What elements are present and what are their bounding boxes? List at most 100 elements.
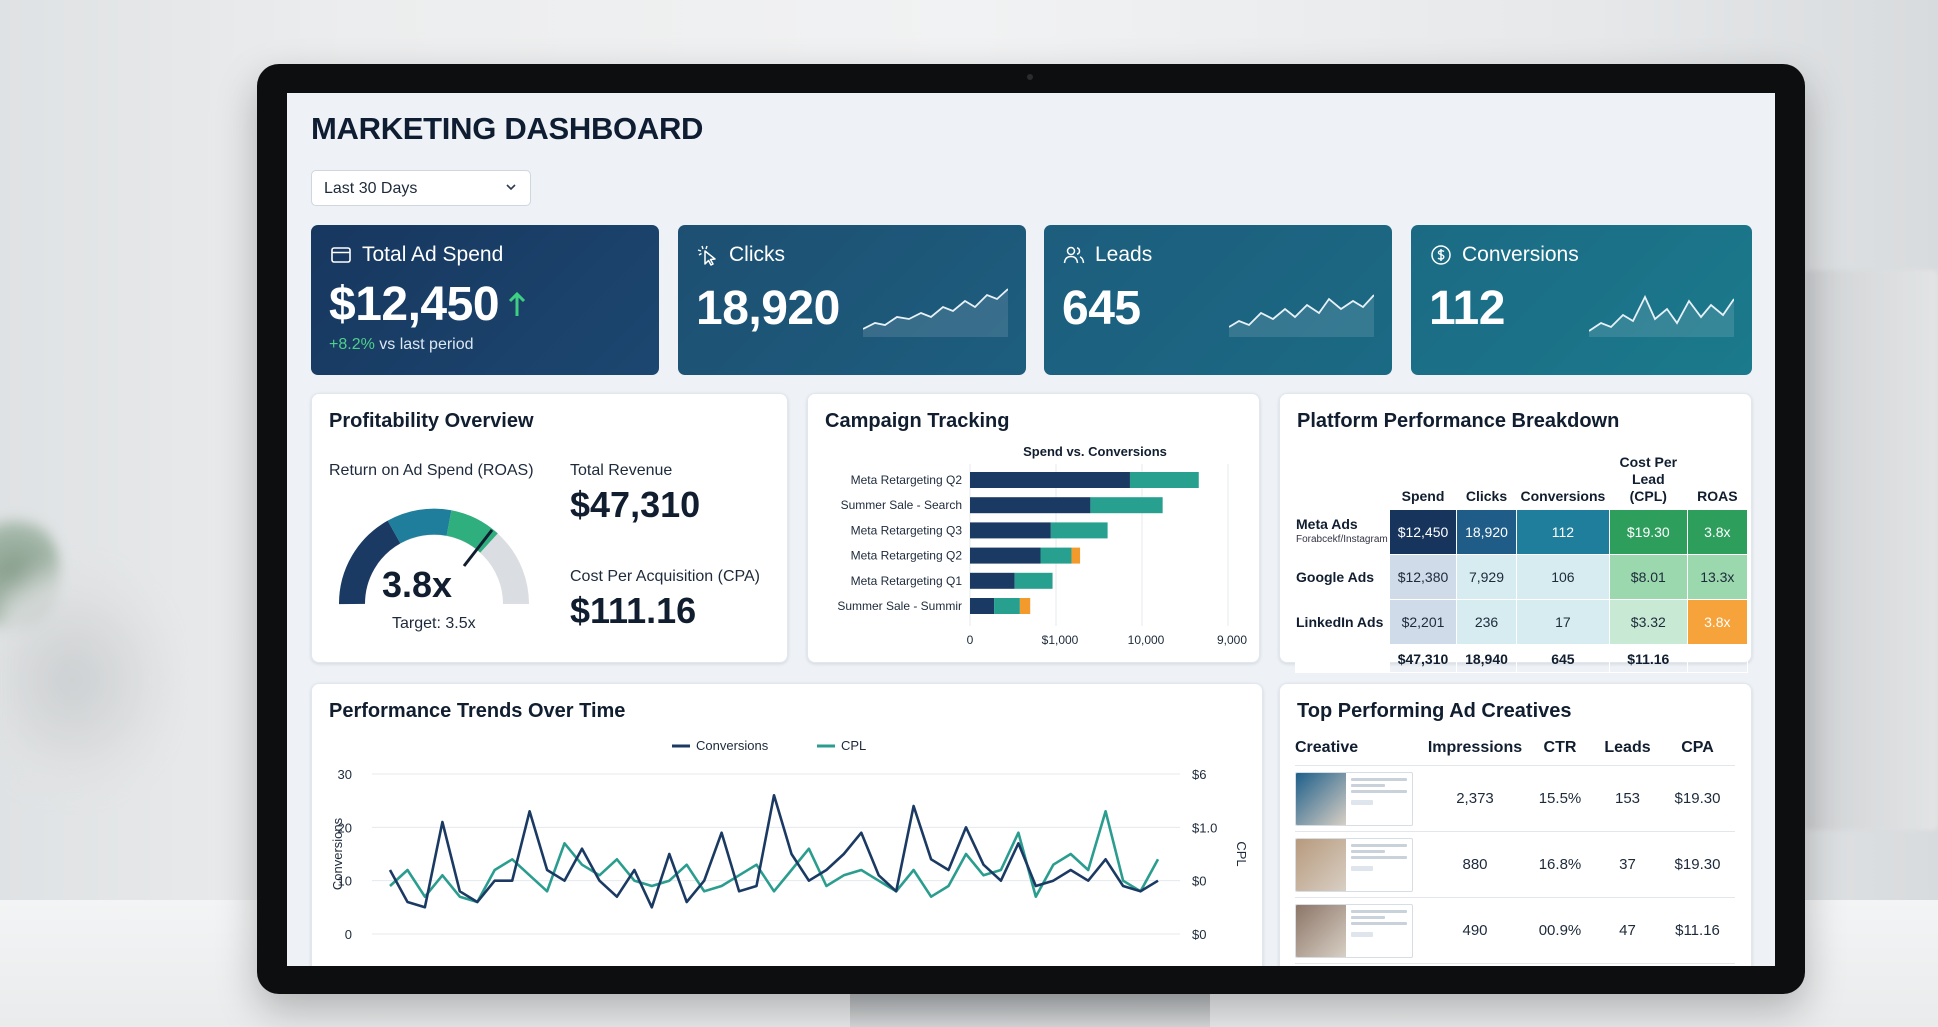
platform-cell-conversions: 17 — [1516, 599, 1610, 645]
bar-segment-spend[interactable] — [970, 497, 1091, 514]
creative-image — [1296, 904, 1346, 957]
platform-cell-conversions: 106 — [1516, 554, 1610, 600]
creative-image — [1296, 838, 1346, 891]
x-tick-label: 0 — [967, 633, 974, 647]
platform-cell-spend: $12,450 — [1389, 509, 1457, 555]
platform-cell-spend: $2,201 — [1389, 599, 1457, 645]
bar-segment-other[interactable] — [1019, 598, 1031, 614]
profitability-card: Profitability Overview Return on Ad Spen… — [311, 393, 788, 663]
column-header-roas: ROAS — [1697, 488, 1738, 504]
total-cell-cpl: $11.16 — [1608, 644, 1688, 673]
kpi-label: Leads — [1095, 243, 1153, 266]
kpi-value: 645 — [1062, 282, 1141, 335]
bar-segment-spend[interactable] — [970, 598, 995, 614]
kpi-change-suffix: vs last period — [379, 336, 474, 353]
bar-segment-conversions[interactable] — [1129, 472, 1199, 488]
date-range-dropdown[interactable]: Last 30 Days — [311, 170, 531, 206]
campaign-tracking-card: Campaign Tracking Spend vs. Conversions 0… — [807, 393, 1260, 663]
creative-row[interactable]: 880 16.8% 37 $19.30 — [1295, 831, 1735, 898]
performance-trends-card: Performance Trends Over Time Conversions… — [311, 683, 1263, 966]
campaign-bar-chart: Spend vs. Conversions 0 $1,000 10,000 9,000 M… — [837, 444, 1247, 647]
platform-cell-cpl: $8.01 — [1608, 554, 1688, 600]
performance-trends-line-chart: Conversions CPL 0 $0 10 $0 20 $1.0 30 $6 Conversio… — [330, 738, 1249, 942]
sparkline — [1589, 294, 1734, 337]
y-tick-label-right: $0 — [1192, 927, 1206, 942]
platform-cell-roas: 3.8x — [1686, 509, 1748, 555]
column-header-conversions: Conversions — [1520, 488, 1606, 504]
kpi-card-conversions[interactable]: Conversions 112 — [1411, 225, 1752, 375]
kpi-card-total-ad-spend[interactable]: Total Ad Spend $12,450 +8.2% vs last per… — [311, 225, 659, 375]
column-header-leads: Leads — [1595, 739, 1660, 766]
creative-cell-impressions: 490 — [1425, 897, 1525, 964]
platform-name-label: LinkedIn Ads — [1296, 613, 1384, 630]
column-header-creative: Creative — [1295, 739, 1425, 766]
bar-segment-conversions[interactable] — [1090, 497, 1163, 514]
bar-segment-spend[interactable] — [970, 522, 1051, 539]
creative-thumbnail[interactable] — [1295, 903, 1413, 958]
chart-subtitle: Spend vs. Conversions — [1023, 444, 1167, 459]
platform-name-label: Google Ads — [1296, 568, 1375, 585]
category-label: Meta Retargeting Q2 — [851, 473, 963, 487]
sparkline — [1229, 294, 1374, 337]
creative-thumbnail[interactable] — [1295, 771, 1413, 826]
bar-segment-conversions[interactable] — [1014, 572, 1053, 589]
card-title: Performance Trends Over Time — [329, 700, 626, 722]
platform-cell-cpl: $3.32 — [1608, 599, 1688, 645]
platform-row[interactable]: Meta Ads Forabcekf/Instagram $12,450 18,920… — [1295, 509, 1748, 555]
dollar-circle-icon — [1431, 245, 1451, 265]
creative-row[interactable]: 2,373 15.5% 153 $19.30 — [1295, 765, 1735, 832]
cpl-header-line1: Cost Per — [1619, 454, 1678, 470]
total-cell-conversions: 645 — [1516, 644, 1610, 673]
kpi-card-clicks[interactable]: Clicks 18,920 — [678, 225, 1026, 375]
y-tick-label-left: 20 — [338, 820, 352, 835]
bar-segment-spend[interactable] — [970, 472, 1130, 488]
category-label: Meta Retargeting Q1 — [851, 574, 963, 588]
bar-segment-spend[interactable] — [970, 547, 1041, 564]
x-tick-label: $1,000 — [1042, 633, 1079, 647]
platform-cell-cpl: $19.30 — [1608, 509, 1688, 555]
total-cell-clicks: 18,940 — [1456, 644, 1517, 673]
bar-segment-conversions[interactable] — [1040, 547, 1072, 564]
creative-cell — [1295, 897, 1425, 964]
creative-cell-leads: 153 — [1595, 765, 1660, 832]
y-tick-label-left: 30 — [338, 767, 352, 782]
bar-segment-conversions[interactable] — [1050, 522, 1108, 539]
y-tick-label-left: 0 — [345, 927, 352, 942]
card-title: Platform Performance Breakdown — [1297, 410, 1620, 432]
column-header-cpl: Cost Per Lead (CPL) — [1609, 454, 1687, 510]
category-label: Meta Retargeting Q2 — [851, 549, 963, 563]
x-tick-label: 10,000 — [1128, 633, 1165, 647]
y-tick-label-right: $6 — [1192, 767, 1206, 782]
date-range-value: Last 30 Days — [324, 180, 418, 197]
category-label: Summer Sale - Summir — [837, 599, 962, 613]
cursor-click-icon — [697, 245, 716, 266]
bar-segment-other[interactable] — [1071, 547, 1081, 564]
creative-text-preview — [1346, 773, 1412, 825]
platform-row[interactable]: LinkedIn Ads $2,201 236 17 $3.32 3.8x — [1295, 599, 1748, 645]
total-cell-spend: $47,310 — [1389, 644, 1457, 673]
series-line-cpl[interactable] — [389, 810, 1160, 904]
background-chair — [0, 560, 180, 800]
creative-text-preview — [1346, 905, 1412, 957]
series-line-conversions[interactable] — [388, 794, 1159, 909]
platform-name-label: Meta Ads — [1296, 516, 1358, 532]
creative-cell — [1295, 831, 1425, 898]
bar-segment-spend[interactable] — [970, 572, 1015, 589]
cpa-value: $111.16 — [570, 590, 697, 631]
category-label: Meta Retargeting Q3 — [851, 523, 963, 537]
bar-segment-conversions[interactable] — [994, 598, 1020, 614]
revenue-label: Total Revenue — [570, 462, 673, 479]
creative-cell-cpa: $19.30 — [1660, 765, 1735, 832]
roas-value: 3.8x — [382, 564, 453, 605]
creative-row[interactable]: 490 00.9% 47 $11.16 — [1295, 897, 1735, 964]
card-title: Top Performing Ad Creatives — [1297, 700, 1572, 722]
y-tick-label-right: $0 — [1192, 874, 1206, 889]
creative-cell-ctr: 00.9% — [1525, 897, 1595, 964]
kpi-change: +8.2% — [329, 336, 375, 353]
kpi-card-leads[interactable]: Leads 645 — [1044, 225, 1392, 375]
creative-cell-leads: 37 — [1595, 831, 1660, 898]
creative-thumbnail[interactable] — [1295, 837, 1413, 892]
platform-row[interactable]: Google Ads $12,380 7,929 106 $8.01 13.3x — [1295, 554, 1748, 600]
platform-cell-clicks: 236 — [1456, 599, 1517, 645]
platform-cell-clicks: 18,920 — [1456, 509, 1517, 555]
